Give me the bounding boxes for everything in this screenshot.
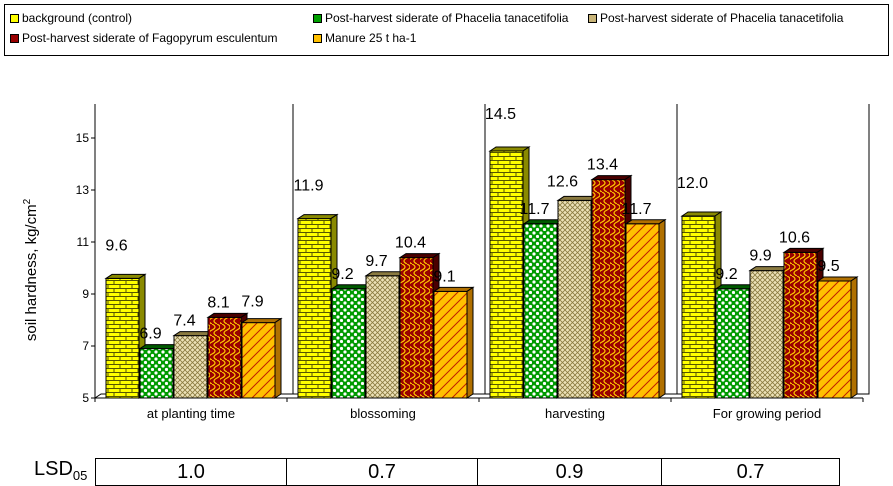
bar: [816, 276, 859, 399]
value-label: 14.5: [485, 106, 516, 123]
x-tick-label: harvesting: [545, 406, 605, 421]
value-label: 10.6: [779, 229, 810, 246]
value-label: 7.9: [241, 294, 263, 311]
value-label: 13.4: [587, 157, 618, 174]
legend-swatch: [313, 13, 322, 23]
legend-label: Post-harvest siderate of Phacelia tanace…: [325, 11, 569, 25]
value-labels: 9.6 11.9 14.5 12.0 6.9 9.2 11.7 9.2 7.4 9.7 12.6 9.…: [105, 106, 839, 343]
bar: [714, 283, 757, 399]
value-label: 9.6: [105, 237, 127, 254]
value-label: 12.6: [547, 173, 578, 190]
bar: [748, 265, 791, 399]
legend-label: Post-harvest siderate of Fagopyrum escul…: [22, 31, 278, 45]
legend-label: Post-harvest siderate of Phacelia tanace…: [600, 11, 844, 25]
bar: [398, 252, 441, 399]
bar: [488, 146, 531, 399]
legend-label: background (control): [22, 11, 133, 25]
legend-item: Manure 25 t ha-1: [313, 31, 416, 45]
legend-swatch: [588, 13, 597, 23]
value-label: 9.2: [715, 266, 737, 283]
lsd-cell: 0.7: [286, 458, 478, 486]
bar: [240, 317, 283, 399]
legend-label: Manure 25 t ha-1: [325, 31, 417, 45]
value-label: 9.5: [817, 258, 839, 275]
lsd-table: 1.0 0.7 0.9 0.7: [95, 458, 840, 486]
bar: [330, 283, 373, 399]
value-label: 12.0: [677, 175, 708, 192]
bars: [104, 146, 859, 399]
lsd-cell: 0.7: [661, 458, 840, 486]
value-label: 8.1: [207, 294, 229, 311]
bar: [138, 343, 181, 399]
value-label: 7.4: [173, 313, 195, 330]
bar: [432, 286, 475, 399]
bar: [624, 218, 667, 399]
bar: [206, 312, 249, 399]
y-tick-label: 15: [76, 131, 90, 145]
bar: [172, 330, 215, 399]
y-tick-label: 7: [82, 339, 89, 353]
lsd-cell: 0.9: [477, 458, 662, 486]
bar: [680, 211, 723, 399]
chart-legend: background (control) Post-harvest siderat…: [4, 4, 889, 56]
y-axis-label: soil hardness, kg/cm2: [22, 198, 40, 341]
bar: [296, 213, 339, 399]
value-label: 10.4: [395, 235, 426, 252]
value-label: 9.1: [433, 268, 455, 285]
legend-item: Post-harvest siderate of Phacelia tanace…: [313, 11, 568, 25]
bar: [364, 270, 407, 399]
legend-swatch: [10, 13, 19, 23]
lsd-cell: 1.0: [95, 458, 287, 486]
value-label: 9.7: [365, 253, 387, 270]
value-label: 9.9: [749, 248, 771, 265]
bar: [522, 218, 565, 399]
y-tick-label: 11: [77, 235, 90, 249]
legend-item: Post-harvest siderate of Fagopyrum escul…: [10, 31, 277, 45]
lsd-row: 1.0 0.7 0.9 0.7: [95, 458, 840, 486]
x-tick-label: blossoming: [350, 406, 416, 421]
x-tick-label: at planting time: [147, 406, 235, 421]
value-label: 6.9: [139, 326, 161, 343]
bar-chart: 5 7 9 11 13 15 at planting time blossoming harve…: [22, 104, 870, 421]
bar: [556, 195, 599, 399]
y-tick-label: 9: [82, 287, 89, 301]
value-label: 9.2: [331, 266, 353, 283]
y-tick-label: 13: [76, 183, 90, 197]
lsd-label: LSD05: [34, 458, 88, 483]
legend-item: Post-harvest siderate of Phacelia tanace…: [588, 11, 843, 25]
y-tick-label: 5: [82, 391, 89, 405]
legend-item: background (control): [10, 11, 132, 25]
legend-swatch: [10, 33, 19, 43]
value-label: 11.7: [520, 201, 550, 218]
legend-swatch: [313, 33, 322, 43]
x-tick-label: For growing period: [713, 406, 821, 421]
value-label: 11.9: [294, 178, 324, 195]
value-label: 11.7: [622, 201, 652, 218]
